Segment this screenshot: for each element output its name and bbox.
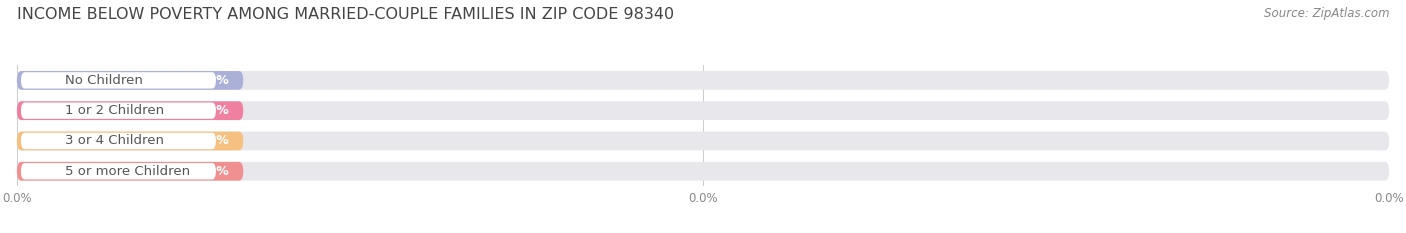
FancyBboxPatch shape — [21, 163, 217, 179]
Text: 1 or 2 Children: 1 or 2 Children — [65, 104, 165, 117]
Text: 0.0%: 0.0% — [195, 165, 229, 178]
FancyBboxPatch shape — [17, 132, 243, 150]
Text: 0.0%: 0.0% — [195, 104, 229, 117]
FancyBboxPatch shape — [17, 101, 243, 120]
FancyBboxPatch shape — [17, 101, 1389, 120]
Text: Source: ZipAtlas.com: Source: ZipAtlas.com — [1264, 7, 1389, 20]
Text: 3 or 4 Children: 3 or 4 Children — [65, 134, 165, 147]
Text: No Children: No Children — [65, 74, 143, 87]
FancyBboxPatch shape — [17, 162, 243, 181]
FancyBboxPatch shape — [17, 162, 1389, 181]
FancyBboxPatch shape — [17, 132, 1389, 150]
FancyBboxPatch shape — [17, 71, 1389, 90]
FancyBboxPatch shape — [21, 72, 217, 89]
FancyBboxPatch shape — [21, 103, 217, 119]
Text: 0.0%: 0.0% — [195, 134, 229, 147]
FancyBboxPatch shape — [21, 133, 217, 149]
Text: 5 or more Children: 5 or more Children — [65, 165, 190, 178]
Text: INCOME BELOW POVERTY AMONG MARRIED-COUPLE FAMILIES IN ZIP CODE 98340: INCOME BELOW POVERTY AMONG MARRIED-COUPL… — [17, 7, 673, 22]
FancyBboxPatch shape — [17, 71, 243, 90]
Text: 0.0%: 0.0% — [195, 74, 229, 87]
